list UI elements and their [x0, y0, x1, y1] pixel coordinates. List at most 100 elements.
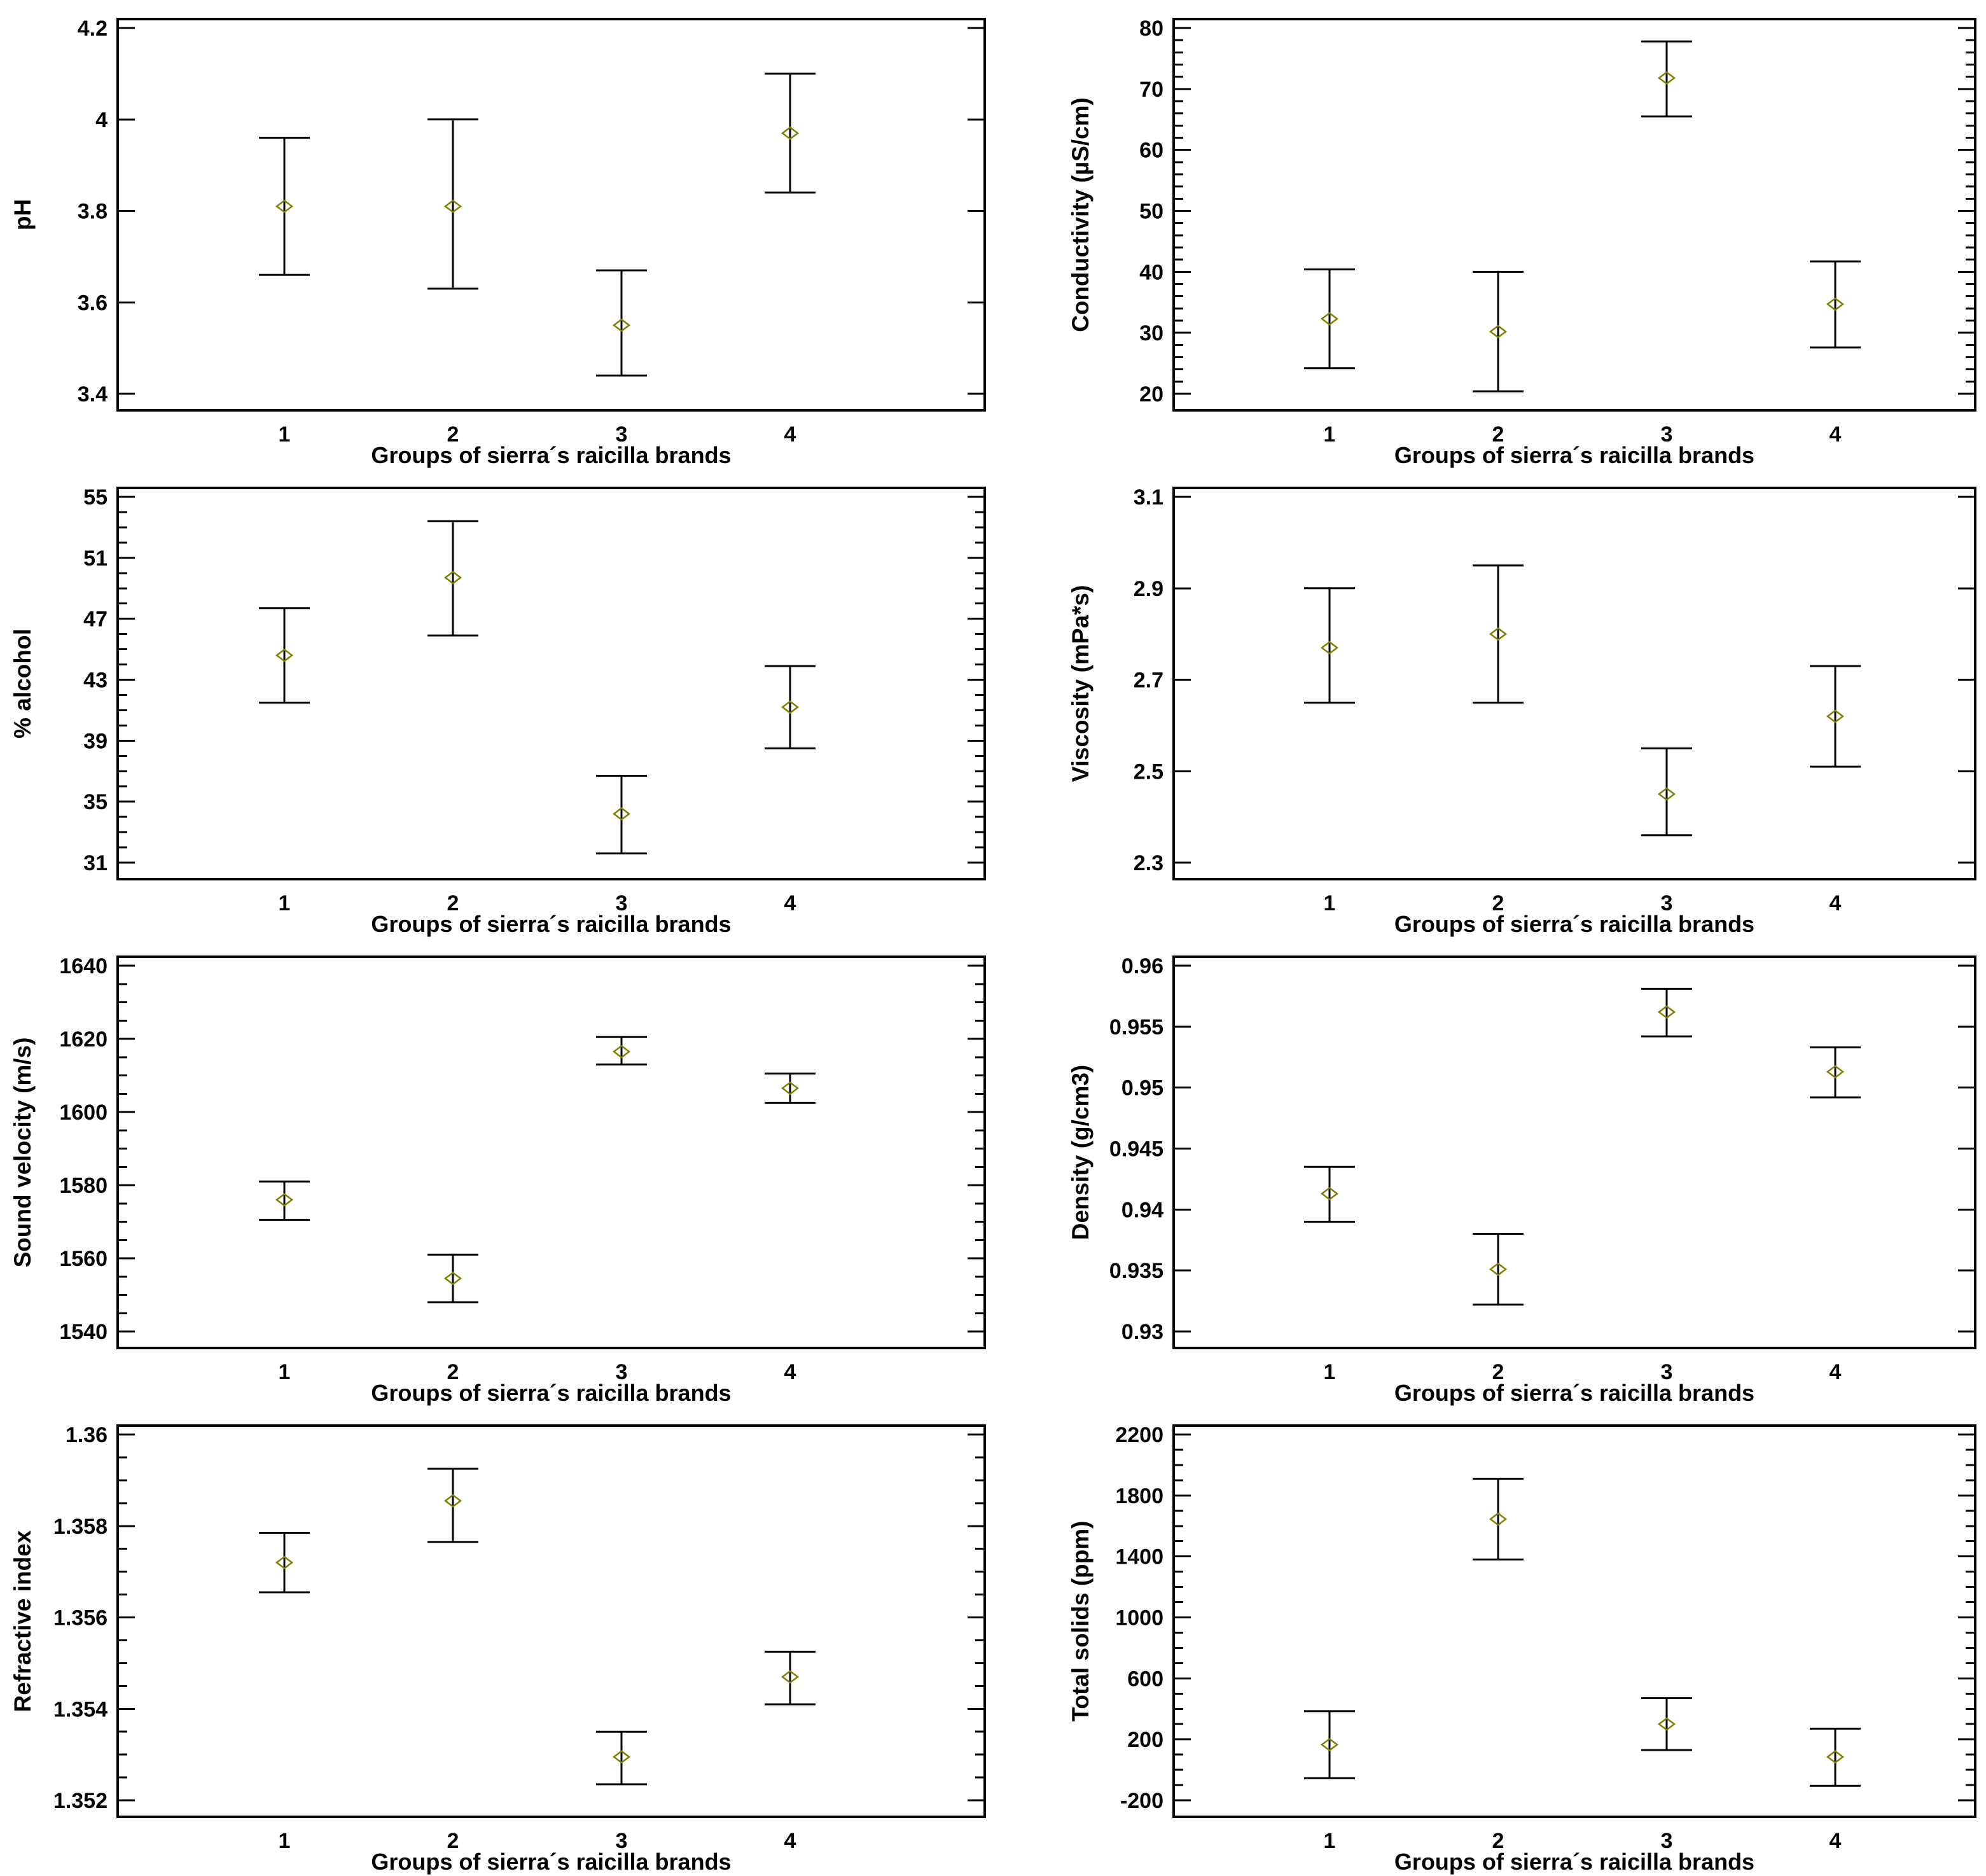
- x-group-label: 2: [1492, 1829, 1504, 1853]
- x-group-label: 2: [1492, 1360, 1504, 1384]
- chart-sound-velocity: 1540 1560 1580 1600 1620 1640 1 2 3 4 Groups of si…: [0, 938, 993, 1407]
- x-axis-title: Groups of sierra´s raicilla brands: [1394, 911, 1754, 937]
- plot-frame: [116, 1424, 986, 1818]
- x-group-label: 4: [1830, 891, 1842, 915]
- y-tick-label: 31: [83, 851, 108, 875]
- mean-marker-diamond: [1489, 1512, 1508, 1526]
- chart-ph: 3.4 3.6 3.8 4 4.2 1 2 3 4 Groups of sierra´s raic…: [0, 0, 993, 469]
- x-group-label: 3: [1661, 422, 1673, 447]
- x-group-label: 2: [447, 422, 459, 447]
- y-tick-label: 1.36: [66, 1423, 108, 1447]
- plot-frame: [116, 955, 986, 1349]
- y-axis-title: Total solids (ppm): [1067, 1521, 1094, 1722]
- y-tick-label: 0.955: [1109, 1015, 1163, 1039]
- mean-marker-diamond: [781, 700, 800, 714]
- chart-refractive-index: 1.352 1.354 1.356 1.358 1.36 1 2 3 4 Groups of si…: [0, 1407, 993, 1875]
- y-tick-label: 47: [83, 608, 108, 632]
- x-group-label: 3: [1661, 1829, 1673, 1853]
- x-group-label: 4: [1830, 422, 1842, 447]
- y-tick-label: 55: [83, 485, 108, 510]
- mean-marker-diamond: [1489, 1262, 1508, 1276]
- y-tick-label: 30: [1139, 321, 1163, 345]
- y-tick-label: 3.1: [1134, 485, 1163, 510]
- x-group-label: 3: [616, 891, 628, 915]
- chart-alcohol: 31 35 39 43 47 51 55 1 2 3 4 Groups of sierra´s rai…: [0, 469, 993, 938]
- y-tick-label: 1640: [59, 954, 108, 978]
- y-tick-label: 2200: [1115, 1423, 1163, 1447]
- chart-viscosity: 2.3 2.5 2.7 2.9 3.1 1 2 3 4 Groups of sierra´s ra…: [993, 469, 1986, 938]
- x-group-label: 4: [784, 891, 796, 915]
- y-tick-label: 0.945: [1109, 1137, 1163, 1162]
- mean-marker-diamond: [781, 1081, 800, 1095]
- y-tick-label: 2.5: [1134, 760, 1163, 784]
- mean-marker-diamond: [1320, 1737, 1339, 1752]
- mean-marker-diamond: [612, 1045, 631, 1059]
- mean-marker-diamond: [1826, 1065, 1845, 1079]
- y-axis-title: Sound velocity (m/s): [10, 1038, 36, 1268]
- y-tick-label: 1.356: [53, 1606, 108, 1630]
- x-group-label: 3: [616, 1360, 628, 1384]
- y-axis-title: Conductivity (µS/cm): [1067, 97, 1094, 332]
- mean-marker-diamond: [1489, 324, 1508, 338]
- chart-total-solids: -200 200 600 1000 1400 1800 2200 1 2 3 4 Groups of …: [993, 1407, 1986, 1875]
- mean-marker-diamond: [612, 318, 631, 332]
- plot-frame: [116, 487, 986, 880]
- y-tick-label: 51: [83, 546, 108, 571]
- y-tick-label: 1580: [59, 1174, 108, 1198]
- mean-marker-diamond: [275, 1555, 294, 1569]
- y-tick-label: 1800: [1115, 1484, 1163, 1508]
- y-tick-label: 1.352: [53, 1789, 108, 1813]
- mean-marker-diamond: [275, 648, 294, 662]
- x-axis-title: Groups of sierra´s raicilla brands: [371, 911, 731, 937]
- y-axis-title: % alcohol: [10, 629, 36, 739]
- mean-marker-diamond: [1657, 1717, 1676, 1731]
- total-solids-plot: -200 200 600 1000 1400 1800 2200 1 2 3 4 Groups of …: [1067, 1423, 1976, 1875]
- y-tick-label: 1.358: [53, 1515, 108, 1539]
- plot-frame: [1172, 955, 1976, 1349]
- x-group-label: 3: [616, 1829, 628, 1853]
- x-group-label: 3: [1661, 1360, 1673, 1384]
- y-tick-label: 0.93: [1121, 1320, 1163, 1344]
- mean-marker-diamond: [1826, 709, 1845, 723]
- chart-conductivity: 20 30 40 50 60 70 80 1 2 3 4 Groups of sierra´s rai…: [993, 0, 1986, 469]
- x-group-label: 1: [279, 1360, 291, 1384]
- x-group-label: 2: [447, 1829, 459, 1853]
- y-tick-label: 1600: [59, 1101, 108, 1125]
- alcohol-plot: 31 35 39 43 47 51 55 1 2 3 4 Groups of sierra´s rai…: [10, 485, 986, 937]
- y-tick-label: 60: [1139, 139, 1163, 163]
- mean-marker-diamond: [1826, 297, 1845, 311]
- plot-frame: [1172, 1424, 1976, 1818]
- x-group-label: 1: [1324, 422, 1336, 447]
- mean-marker-diamond: [1657, 1005, 1676, 1019]
- y-tick-label: 35: [83, 790, 108, 814]
- y-tick-label: 43: [83, 669, 108, 693]
- x-group-label: 4: [784, 1829, 796, 1853]
- y-tick-label: 70: [1139, 78, 1163, 102]
- x-axis-title: Groups of sierra´s raicilla brands: [371, 1849, 731, 1875]
- mean-marker-diamond: [1826, 1750, 1845, 1764]
- y-tick-label: 1400: [1115, 1545, 1163, 1569]
- y-tick-label: 3.4: [78, 382, 108, 406]
- x-group-label: 3: [616, 422, 628, 447]
- mean-marker-diamond: [1320, 312, 1339, 326]
- x-group-label: 2: [447, 891, 459, 915]
- x-group-label: 4: [784, 422, 796, 447]
- mean-marker-diamond: [1489, 627, 1508, 641]
- y-tick-label: 50: [1139, 200, 1163, 224]
- y-axis-title: Refractive index: [10, 1530, 36, 1712]
- y-tick-label: 600: [1127, 1667, 1163, 1691]
- y-tick-label: 200: [1127, 1728, 1163, 1752]
- y-tick-label: 80: [1139, 17, 1163, 41]
- x-group-label: 2: [447, 1360, 459, 1384]
- y-tick-label: 0.94: [1121, 1198, 1163, 1222]
- mean-marker-diamond: [275, 199, 294, 213]
- y-tick-label: 3.8: [78, 200, 108, 224]
- x-group-label: 1: [1324, 1360, 1336, 1384]
- y-axis-title: Density (g/cm3): [1067, 1065, 1094, 1240]
- y-tick-label: 4: [95, 108, 108, 132]
- mean-marker-diamond: [443, 571, 462, 585]
- mean-marker-diamond: [443, 1272, 462, 1286]
- y-tick-label: 3.6: [78, 291, 108, 315]
- plot-frame: [1172, 487, 1976, 880]
